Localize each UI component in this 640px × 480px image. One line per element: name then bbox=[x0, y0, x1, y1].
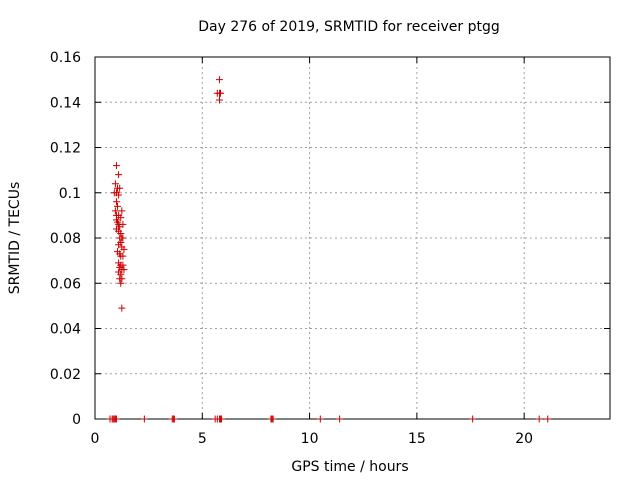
grid bbox=[95, 57, 610, 419]
data-point bbox=[469, 415, 477, 423]
data-point bbox=[544, 415, 552, 423]
y-tick-label: 0.06 bbox=[50, 276, 81, 292]
data-point bbox=[117, 214, 125, 222]
data-point bbox=[218, 415, 226, 423]
data-point bbox=[170, 415, 178, 423]
data-point bbox=[117, 229, 125, 237]
y-tick-label: 0.08 bbox=[50, 231, 81, 247]
x-tick-label: 15 bbox=[408, 431, 426, 447]
y-tick-label: 0.14 bbox=[50, 95, 81, 111]
data-point bbox=[118, 275, 126, 283]
x-tick-label: 20 bbox=[515, 431, 533, 447]
data-point bbox=[116, 184, 124, 192]
x-tick-label: 10 bbox=[301, 431, 319, 447]
data-point bbox=[112, 415, 120, 423]
data-point bbox=[117, 270, 125, 278]
data-point bbox=[118, 304, 126, 312]
data-point bbox=[111, 207, 119, 215]
y-tick-label: 0 bbox=[72, 412, 81, 428]
data-point bbox=[215, 96, 223, 104]
tick-marks bbox=[94, 56, 610, 420]
data-point bbox=[117, 279, 125, 287]
data-point bbox=[119, 252, 127, 260]
data-point bbox=[120, 245, 128, 253]
data-point bbox=[316, 415, 324, 423]
data-point bbox=[217, 89, 225, 97]
data-point bbox=[118, 207, 126, 215]
y-tick-label: 0.04 bbox=[50, 322, 81, 338]
data-point bbox=[115, 191, 123, 199]
data-point bbox=[112, 198, 120, 206]
data-point bbox=[269, 415, 277, 423]
data-point bbox=[119, 234, 127, 242]
data-point bbox=[120, 266, 128, 274]
x-axis-label: GPS time / hours bbox=[291, 459, 408, 475]
y-tick-labels: 0 0.02 0.04 0.06 0.08 0.1 0.12 0.14 0.16 bbox=[50, 50, 81, 428]
y-tick-label: 0.02 bbox=[50, 367, 81, 383]
y-tick-label: 0.12 bbox=[50, 141, 81, 157]
x-tick-label: 0 bbox=[91, 431, 100, 447]
x-tick-label: 5 bbox=[198, 431, 207, 447]
data-point bbox=[336, 415, 344, 423]
data-points bbox=[106, 76, 552, 423]
chart-title: Day 276 of 2019, SRMTID for receiver ptg… bbox=[198, 19, 500, 35]
y-tick-label: 0.1 bbox=[59, 186, 81, 202]
data-point bbox=[119, 220, 127, 228]
y-tick-label: 0.16 bbox=[50, 50, 81, 66]
data-point bbox=[115, 171, 123, 179]
data-point bbox=[140, 415, 148, 423]
data-point bbox=[535, 415, 543, 423]
x-tick-labels: 0 5 10 15 20 bbox=[91, 431, 534, 447]
data-point bbox=[215, 76, 223, 84]
y-axis-label: SRMTID / TECUs bbox=[7, 182, 23, 295]
data-point bbox=[111, 180, 119, 188]
plot-frame bbox=[94, 56, 611, 420]
data-point bbox=[112, 162, 120, 170]
data-point bbox=[114, 202, 122, 210]
